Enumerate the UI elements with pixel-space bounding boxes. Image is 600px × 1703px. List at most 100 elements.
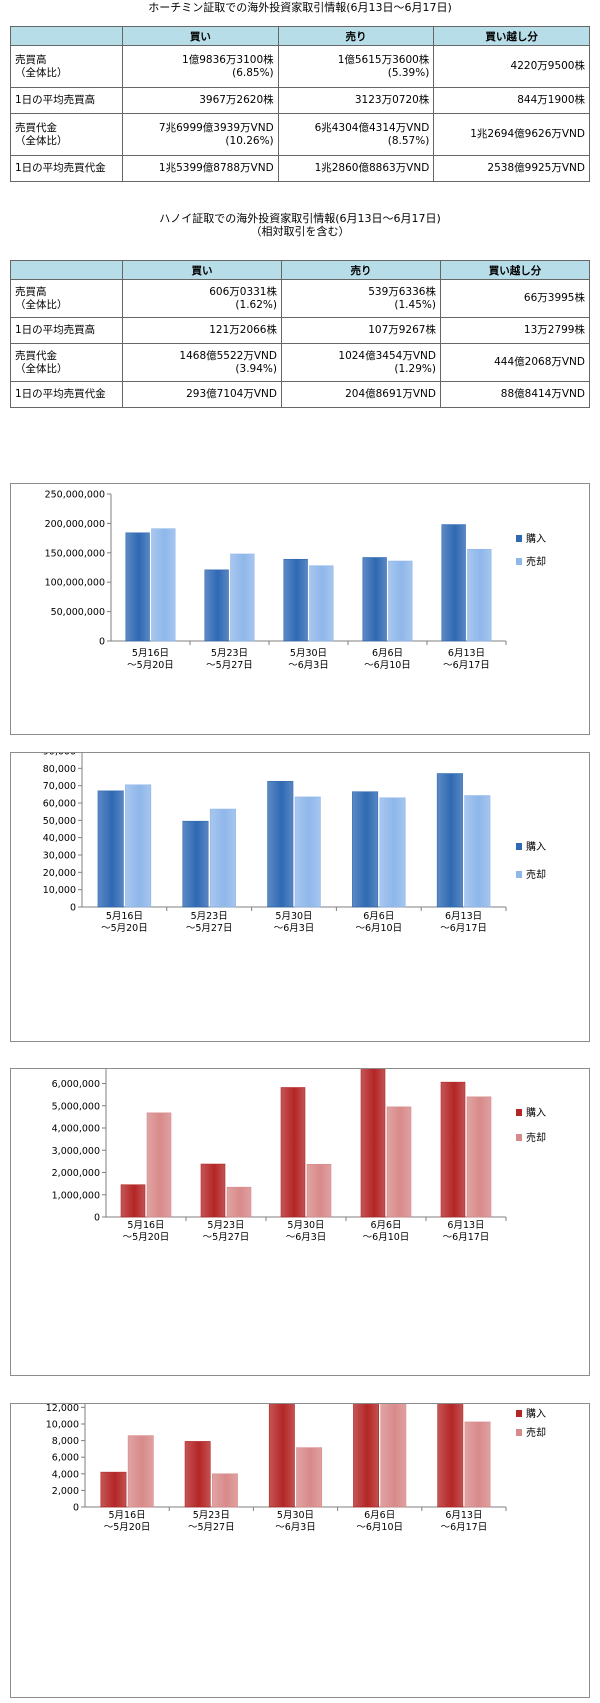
bar-buy — [441, 524, 466, 642]
table-cell: 204億8691万VND — [280, 381, 441, 408]
table-header-cell: 買い — [122, 26, 279, 46]
bar-sell — [146, 1112, 172, 1218]
row-label: 売買代金 （全体比） — [10, 343, 123, 382]
table-cell: 4220万9500株 — [433, 45, 590, 88]
bar-sell — [230, 553, 255, 642]
table-cell: 6兆4304億4314万VND (8.57%) — [277, 113, 435, 156]
y-tick-label: 10,000 — [43, 885, 76, 896]
bar-buy — [267, 781, 294, 908]
y-tick-label: 200,000,000 — [45, 519, 105, 530]
bar-buy — [436, 773, 463, 908]
table-header-cell: 買い越し分 — [439, 260, 591, 280]
x-category-label: 6月13日〜6月17日 — [440, 911, 487, 934]
y-tick-label: 10,000 — [46, 1420, 79, 1431]
bar-sell — [306, 1163, 332, 1218]
y-tick-label: 100,000,000 — [45, 578, 105, 589]
table-cell: 844万1900株 — [433, 87, 590, 114]
x-category-label: 5月30日〜6月3日 — [274, 911, 315, 934]
table-cell: 1億9836万3100株 (6.85%) — [122, 45, 279, 88]
y-tick-label: 40,000 — [43, 833, 76, 844]
table-row: 売買代金 （全体比） 7兆6999億3939万VND (10.26%) 6兆43… — [10, 113, 590, 156]
bar-buy — [268, 1404, 295, 1508]
legend-label: 購入 — [526, 1407, 546, 1420]
legend-label: 売却 — [526, 555, 546, 568]
y-tick-label: 4,000 — [52, 1469, 79, 1480]
bar-buy — [280, 1087, 306, 1218]
bar-sell — [386, 1106, 412, 1218]
legend-swatch — [516, 1134, 522, 1141]
x-category-label: 5月30日〜6月3日 — [286, 1220, 327, 1243]
table-header-cell: 買い — [122, 260, 282, 280]
table-cell: 13万2799株 — [439, 317, 591, 344]
hanoi-value-chart: ハノイ証取での海外投資家売買代金推移(相対取引を含む)億ドン02,0004,00… — [10, 1403, 590, 1698]
table-row: 1日の平均売買高 3967万2620株 3123万0720株 844万1900株 — [10, 87, 590, 114]
bar-buy — [100, 1471, 127, 1508]
x-category-label: 5月16日〜5月20日 — [101, 911, 148, 934]
legend-swatch — [516, 1429, 522, 1436]
row-label: 売買代金 （全体比） — [10, 113, 123, 156]
legend-swatch — [516, 535, 522, 542]
x-category-label: 6月6日〜6月10日 — [364, 648, 411, 671]
chart-svg: ハノイ証取での海外投資家売買代金推移(相対取引を含む)億ドン02,0004,00… — [46, 1404, 546, 1533]
table-cell: 1024億3454万VND (1.29%) — [280, 343, 441, 382]
y-tick-label: 0 — [99, 637, 105, 648]
legend-label: 売却 — [526, 1426, 546, 1439]
legend-label: 売却 — [526, 1131, 546, 1144]
bar-buy — [437, 1404, 464, 1508]
table-row: 売買高 （全体比） 1億9836万3100株 (6.85%) 1億5615万36… — [10, 45, 590, 88]
y-tick-label: 4,000,000 — [52, 1124, 100, 1135]
row-label: 1日の平均売買代金 — [10, 381, 123, 408]
table-cell: 66万3995株 — [439, 279, 591, 318]
x-category-label: 5月16日〜5月20日 — [104, 1510, 151, 1533]
table-header-cell — [10, 260, 123, 280]
hcm-value-chart: ホーチミン証取での海外投資家売買代金推移億ドン010,00020,00030,0… — [10, 752, 590, 1042]
legend-swatch — [516, 558, 522, 565]
table-cell: 1兆2860億8863万VND — [277, 155, 435, 182]
y-tick-label: 60,000 — [43, 799, 76, 810]
bar-buy — [362, 557, 387, 642]
table-cell: 7兆6999億3939万VND (10.26%) — [122, 113, 279, 156]
table-header-cell — [10, 26, 123, 46]
table-cell: 293億7104万VND — [122, 381, 282, 408]
x-category-label: 5月30日〜6月3日 — [288, 648, 329, 671]
chart-svg: ホーチミン証取での海外投資家売買高推移050,000,000100,000,00… — [45, 490, 546, 672]
bar-buy — [204, 569, 229, 642]
y-tick-label: 150,000,000 — [45, 548, 105, 559]
bar-buy — [184, 1441, 211, 1508]
x-category-label: 5月23日〜5月27日 — [186, 911, 233, 934]
x-category-label: 5月30日〜6月3日 — [275, 1510, 316, 1533]
table-cell: 1兆2694億9626万VND — [433, 113, 590, 156]
bar-sell — [294, 796, 321, 908]
x-category-label: 6月6日〜6月10日 — [355, 911, 402, 934]
table-cell: 1468億5522万VND (3.94%) — [122, 343, 282, 382]
y-tick-label: 0 — [70, 903, 76, 914]
row-label: 売買高 （全体比） — [10, 279, 123, 318]
table1: 買い 売り 買い越し分 売買高 （全体比） 1億9836万3100株 (6.85… — [10, 26, 590, 182]
table-header-cell: 売り — [277, 26, 435, 46]
table1-title: ホーチミン証取での海外投資家取引情報(6月13日〜6月17日) — [148, 1, 452, 14]
bar-sell — [466, 1096, 492, 1218]
legend-label: 購入 — [526, 1106, 546, 1119]
x-category-label: 5月23日〜5月27日 — [206, 648, 253, 671]
bar-buy — [352, 791, 379, 908]
y-tick-label: 0 — [94, 1213, 100, 1224]
table-cell: 1億5615万3600株 (5.39%) — [277, 45, 435, 88]
bar-sell — [464, 1421, 491, 1508]
table-cell: 3123万0720株 — [277, 87, 435, 114]
bar-sell — [388, 560, 413, 642]
bar-sell — [212, 1473, 238, 1508]
bar-sell — [464, 795, 491, 908]
table-row: 1日の平均売買代金 293億7104万VND 204億8691万VND 88億8… — [10, 381, 591, 408]
bar-sell — [296, 1447, 323, 1508]
y-tick-label: 20,000 — [43, 868, 76, 879]
bar-buy — [360, 1069, 386, 1218]
hanoi-volume-chart: ハノイ証取での海外投資家売買高推移(相対取引を含む)01,000,0002,00… — [10, 1068, 590, 1376]
table-header-cell: 売り — [280, 260, 441, 280]
table-row: 1日の平均売買高 121万2066株 107万9267株 13万2799株 — [10, 317, 591, 344]
row-label: 1日の平均売買高 — [10, 87, 123, 114]
legend-label: 売却 — [526, 868, 546, 881]
legend-swatch — [516, 871, 522, 878]
y-tick-label: 250,000,000 — [45, 490, 105, 501]
table-cell: 121万2066株 — [122, 317, 282, 344]
y-tick-label: 50,000 — [43, 816, 76, 827]
